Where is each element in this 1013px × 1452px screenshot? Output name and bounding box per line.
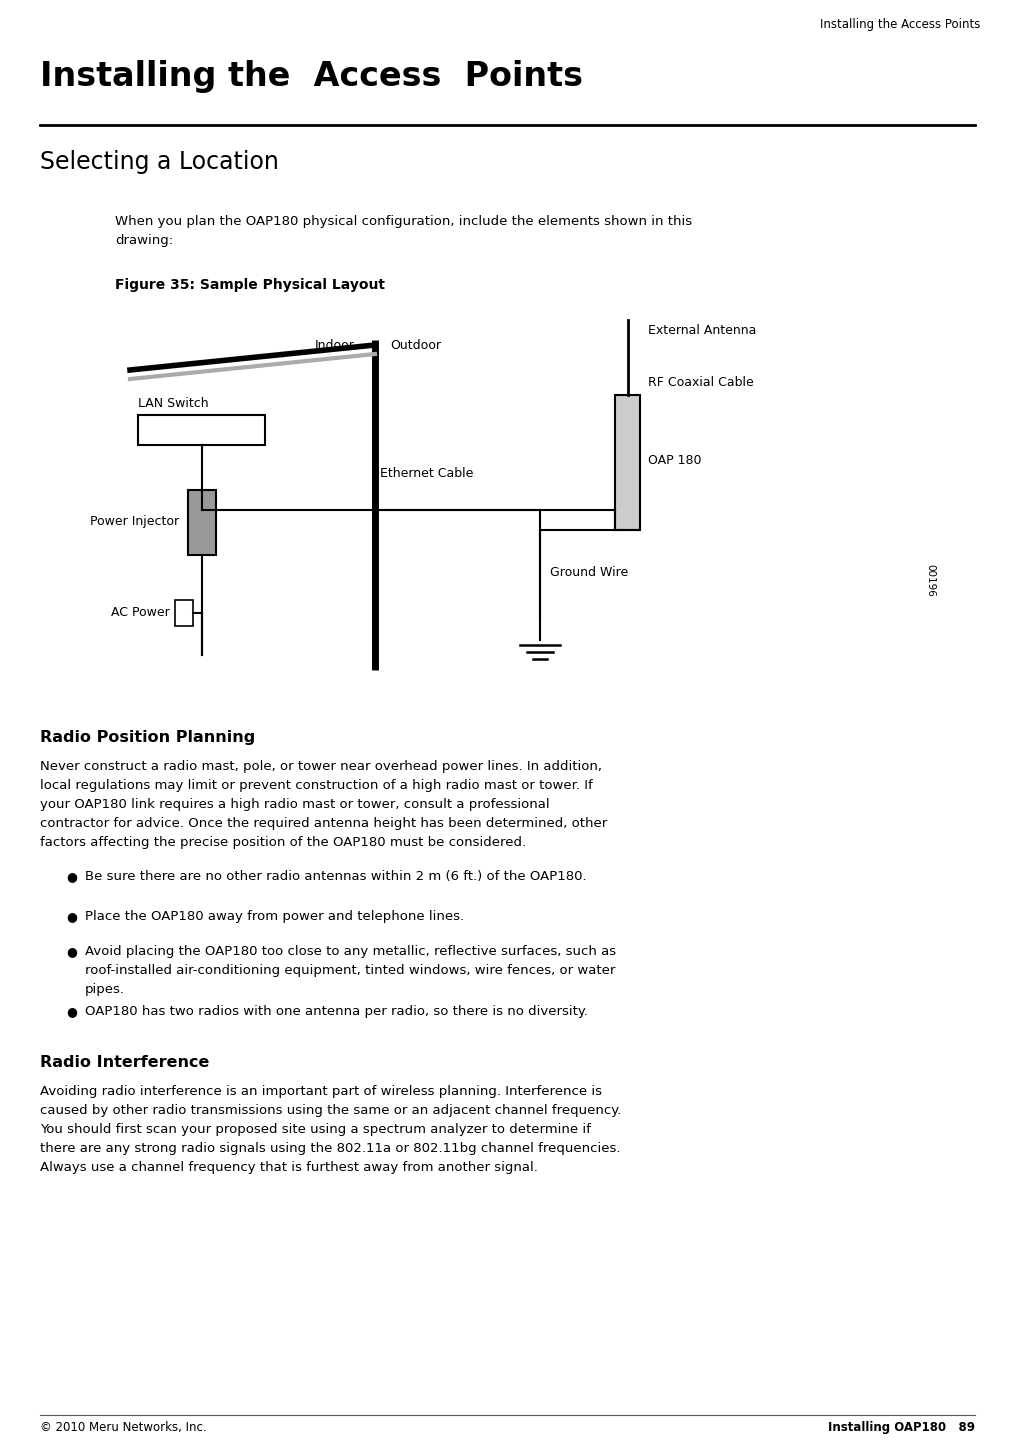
Text: AC Power: AC Power bbox=[111, 607, 170, 620]
Text: Avoiding radio interference is an important part of wireless planning. Interfere: Avoiding radio interference is an import… bbox=[40, 1085, 621, 1175]
Text: RF Coaxial Cable: RF Coaxial Cable bbox=[648, 376, 754, 389]
Text: Power Injector: Power Injector bbox=[90, 515, 179, 529]
Text: © 2010 Meru Networks, Inc.: © 2010 Meru Networks, Inc. bbox=[40, 1422, 207, 1435]
Text: 00196: 00196 bbox=[925, 563, 935, 597]
Text: Installing OAP180   89: Installing OAP180 89 bbox=[828, 1422, 975, 1435]
Text: LAN Switch: LAN Switch bbox=[138, 396, 209, 409]
FancyBboxPatch shape bbox=[138, 415, 265, 444]
Text: External Antenna: External Antenna bbox=[648, 324, 757, 337]
Text: ●: ● bbox=[67, 910, 77, 923]
Text: Radio Position Planning: Radio Position Planning bbox=[40, 730, 255, 745]
Text: Installing the  Access  Points: Installing the Access Points bbox=[40, 60, 583, 93]
FancyBboxPatch shape bbox=[615, 395, 640, 530]
Text: Installing the Access Points: Installing the Access Points bbox=[820, 17, 980, 30]
Text: Avoid placing the OAP180 too close to any metallic, reflective surfaces, such as: Avoid placing the OAP180 too close to an… bbox=[85, 945, 616, 996]
Text: Be sure there are no other radio antennas within 2 m (6 ft.) of the OAP180.: Be sure there are no other radio antenna… bbox=[85, 870, 587, 883]
Text: OAP180 has two radios with one antenna per radio, so there is no diversity.: OAP180 has two radios with one antenna p… bbox=[85, 1005, 588, 1018]
Text: Place the OAP180 away from power and telephone lines.: Place the OAP180 away from power and tel… bbox=[85, 910, 464, 923]
Text: ●: ● bbox=[67, 1005, 77, 1018]
Text: Figure 35: Sample Physical Layout: Figure 35: Sample Physical Layout bbox=[115, 277, 385, 292]
Text: Outdoor: Outdoor bbox=[390, 338, 441, 351]
Text: Ethernet Cable: Ethernet Cable bbox=[380, 468, 473, 481]
Text: Ground Wire: Ground Wire bbox=[550, 565, 628, 578]
FancyBboxPatch shape bbox=[187, 489, 216, 555]
Text: Radio Interference: Radio Interference bbox=[40, 1056, 210, 1070]
Text: When you plan the OAP180 physical configuration, include the elements shown in t: When you plan the OAP180 physical config… bbox=[115, 215, 692, 247]
Text: OAP 180: OAP 180 bbox=[648, 453, 701, 466]
Text: Selecting a Location: Selecting a Location bbox=[40, 150, 279, 174]
Text: ●: ● bbox=[67, 945, 77, 958]
FancyBboxPatch shape bbox=[175, 600, 193, 626]
Text: Indoor: Indoor bbox=[315, 338, 355, 351]
Text: ●: ● bbox=[67, 870, 77, 883]
Text: Never construct a radio mast, pole, or tower near overhead power lines. In addit: Never construct a radio mast, pole, or t… bbox=[40, 759, 607, 849]
